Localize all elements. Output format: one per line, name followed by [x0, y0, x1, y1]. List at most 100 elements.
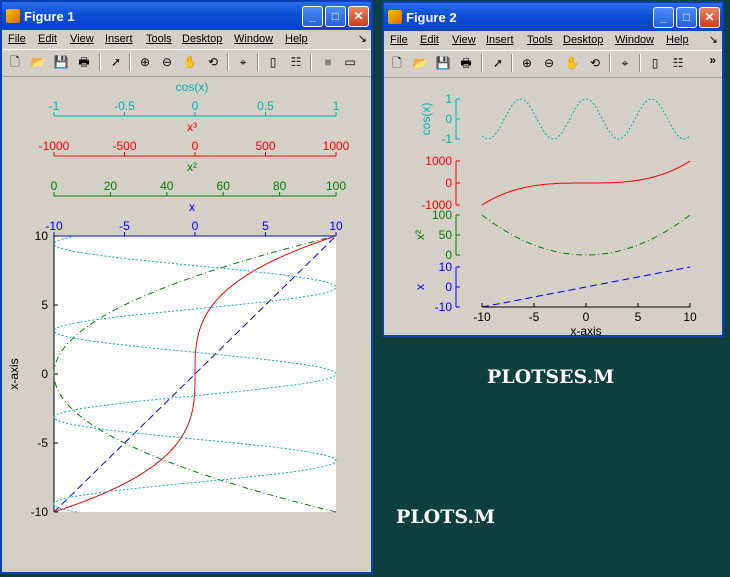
tick-label: 1000	[425, 154, 452, 168]
tick-label: 0	[192, 99, 199, 113]
figure-toolbar: 🗋 📂 💾 🖶 ➚ ⊕ ⊖ ✋ ⟲ ⌖ ▯ ☷ »	[384, 50, 722, 78]
tick-label: 20	[104, 179, 118, 193]
window-title: Figure 2	[406, 10, 457, 25]
menu-help[interactable]: Help	[285, 33, 308, 45]
figure-1-window[interactable]: Figure 1 _ □ ✕ File Edit View Insert Too…	[0, 0, 373, 574]
tick-label: 0	[445, 112, 452, 126]
tick-label: 0	[583, 310, 590, 324]
tick-label: -1000	[421, 198, 452, 212]
close-button[interactable]: ✕	[348, 6, 369, 27]
tick-label: -10	[435, 300, 453, 314]
menu-view[interactable]: View	[70, 33, 94, 45]
menu-help[interactable]: Help	[666, 34, 689, 46]
tick-label: 0	[445, 248, 452, 262]
menu-window[interactable]: Window	[615, 34, 655, 46]
menu-insert[interactable]: Insert	[105, 33, 133, 45]
legend-icon[interactable]: ☷	[672, 56, 684, 70]
rotate-3d-icon[interactable]: ⟲	[207, 55, 219, 69]
colorbar-icon[interactable]: ▯	[651, 56, 659, 70]
pan-hand-icon[interactable]: ✋	[182, 55, 198, 69]
menu-file[interactable]: File	[8, 33, 26, 45]
select-arrow-icon[interactable]: ➚	[110, 55, 122, 69]
tick-label: 0	[51, 179, 58, 193]
close-button[interactable]: ✕	[699, 7, 720, 28]
zoom-in-icon[interactable]: ⊕	[139, 55, 151, 69]
new-figure-icon[interactable]: 🗋	[10, 55, 20, 69]
open-file-icon[interactable]: 📂	[412, 56, 428, 70]
menu-edit[interactable]: Edit	[38, 33, 57, 45]
tick-label: -10	[45, 219, 63, 233]
tick-label: 5	[262, 219, 269, 233]
series-line	[53, 235, 337, 513]
show-plot-tools-icon[interactable]: ▭	[344, 55, 356, 69]
zoom-in-icon[interactable]: ⊕	[521, 56, 533, 70]
x-axis-label: x-axis	[570, 324, 601, 335]
menu-view[interactable]: View	[452, 34, 476, 46]
colorbar-icon[interactable]: ▯	[269, 55, 277, 69]
y-axis-label: cos(x)	[419, 103, 433, 136]
tick-label: -1	[49, 99, 60, 113]
print-icon[interactable]: 🖶	[78, 55, 90, 69]
print-icon[interactable]: 🖶	[460, 56, 472, 70]
tick-label: 0	[41, 367, 48, 381]
rotate-3d-icon[interactable]: ⟲	[589, 56, 601, 70]
tick-label: 5	[635, 310, 642, 324]
zoom-out-icon[interactable]: ⊖	[543, 56, 555, 70]
tick-label: -5	[119, 219, 130, 233]
tick-label: 10	[35, 229, 49, 243]
figure-2-window[interactable]: Figure 2 _ □ ✕ File Edit View Insert Too…	[382, 1, 724, 338]
new-figure-icon[interactable]: 🗋	[392, 56, 402, 70]
data-cursor-icon[interactable]: ⌖	[621, 56, 629, 70]
save-icon[interactable]: 💾	[53, 55, 69, 69]
maximize-button[interactable]: □	[325, 6, 346, 27]
save-icon[interactable]: 💾	[435, 56, 451, 70]
tick-label: -10	[473, 310, 491, 324]
tick-label: 1	[445, 92, 452, 106]
tick-label: 1000	[323, 139, 350, 153]
zoom-out-icon[interactable]: ⊖	[161, 55, 173, 69]
dock-arrow-icon[interactable]: ↘	[708, 34, 718, 46]
menu-window[interactable]: Window	[234, 33, 274, 45]
tick-label: -5	[37, 436, 48, 450]
tick-label: 0	[445, 280, 452, 294]
data-cursor-icon[interactable]: ⌖	[239, 55, 247, 69]
figure-1-titlebar[interactable]: Figure 1 _ □ ✕	[2, 2, 371, 30]
tick-label: 500	[255, 139, 275, 153]
tick-label: 10	[329, 219, 343, 233]
menu-edit[interactable]: Edit	[420, 34, 439, 46]
plots-caption: PLOTS.M	[396, 506, 496, 528]
menu-tools[interactable]: Tools	[527, 34, 553, 46]
menu-tools[interactable]: Tools	[146, 33, 172, 45]
tick-label: 0.5	[257, 99, 274, 113]
series-line	[53, 235, 337, 513]
menu-insert[interactable]: Insert	[486, 34, 514, 46]
maximize-button[interactable]: □	[676, 7, 697, 28]
y-axis-label: x²	[413, 230, 427, 240]
matlab-icon	[6, 9, 20, 23]
minimize-button[interactable]: _	[302, 6, 323, 27]
tick-label: 40	[160, 179, 174, 193]
hide-plot-tools-icon[interactable]: ■	[324, 55, 332, 69]
series-line	[481, 98, 691, 140]
menu-desktop[interactable]: Desktop	[563, 34, 604, 46]
figure-toolbar: 🗋 📂 💾 🖶 ➚ ⊕ ⊖ ✋ ⟲ ⌖ ▯ ☷ ■ ▭	[2, 49, 371, 77]
tick-label: 100	[326, 179, 346, 193]
menu-desktop[interactable]: Desktop	[182, 33, 223, 45]
axis-label: cos(x)	[176, 80, 209, 94]
menu-file[interactable]: File	[390, 34, 408, 46]
menu-bar: File Edit View Insert Tools Desktop Wind…	[384, 31, 722, 49]
minimize-button[interactable]: _	[653, 7, 674, 28]
dock-arrow-icon[interactable]: ↘	[357, 33, 367, 45]
pan-hand-icon[interactable]: ✋	[564, 56, 580, 70]
toolbar-overflow-icon[interactable]: »	[709, 53, 716, 67]
series-line	[53, 235, 337, 513]
tick-label: 0	[192, 139, 199, 153]
open-file-icon[interactable]: 📂	[30, 55, 46, 69]
figure-2-titlebar[interactable]: Figure 2 _ □ ✕	[384, 3, 722, 31]
tick-label: 10	[683, 310, 697, 324]
select-arrow-icon[interactable]: ➚	[492, 56, 504, 70]
tick-label: 0	[445, 176, 452, 190]
tick-label: 100	[432, 208, 452, 222]
matlab-icon	[388, 10, 402, 24]
legend-icon[interactable]: ☷	[290, 55, 302, 69]
